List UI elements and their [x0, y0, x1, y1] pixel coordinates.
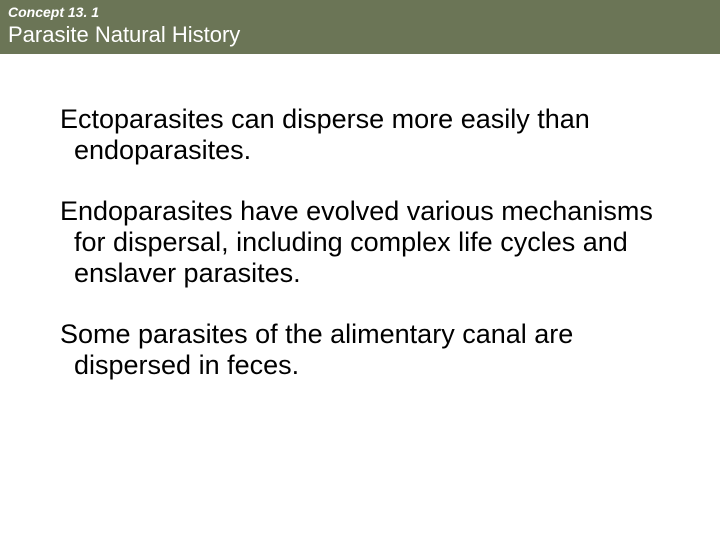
- body-paragraph: Endoparasites have evolved various mecha…: [60, 196, 660, 289]
- concept-label: Concept 13. 1: [8, 4, 712, 20]
- slide-content: Ectoparasites can disperse more easily t…: [0, 54, 720, 381]
- body-paragraph: Ectoparasites can disperse more easily t…: [60, 104, 660, 166]
- body-paragraph: Some parasites of the alimentary canal a…: [60, 319, 660, 381]
- slide-header: Concept 13. 1 Parasite Natural History: [0, 0, 720, 54]
- slide-title: Parasite Natural History: [8, 22, 712, 48]
